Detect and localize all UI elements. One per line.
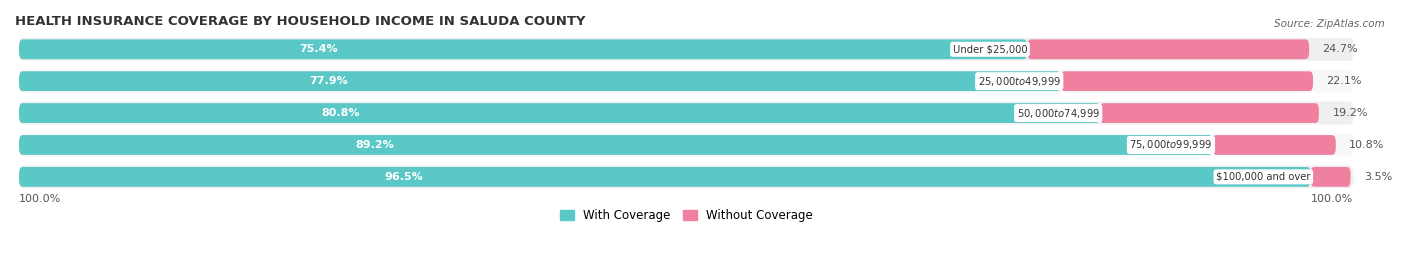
Text: Under $25,000: Under $25,000 [953, 44, 1028, 54]
FancyBboxPatch shape [20, 102, 1354, 125]
FancyBboxPatch shape [1099, 103, 1319, 123]
Text: 96.5%: 96.5% [384, 172, 423, 182]
FancyBboxPatch shape [20, 165, 1354, 188]
FancyBboxPatch shape [20, 135, 1212, 155]
FancyBboxPatch shape [20, 133, 1354, 157]
Text: 77.9%: 77.9% [309, 76, 349, 86]
Text: $100,000 and over: $100,000 and over [1216, 172, 1310, 182]
FancyBboxPatch shape [20, 71, 1062, 91]
Text: 22.1%: 22.1% [1326, 76, 1362, 86]
FancyBboxPatch shape [1028, 39, 1309, 59]
Text: 89.2%: 89.2% [354, 140, 394, 150]
Text: Source: ZipAtlas.com: Source: ZipAtlas.com [1274, 19, 1385, 29]
FancyBboxPatch shape [20, 70, 1354, 93]
Text: 10.8%: 10.8% [1350, 140, 1385, 150]
Text: 100.0%: 100.0% [1312, 194, 1354, 204]
Text: HEALTH INSURANCE COVERAGE BY HOUSEHOLD INCOME IN SALUDA COUNTY: HEALTH INSURANCE COVERAGE BY HOUSEHOLD I… [15, 15, 585, 28]
FancyBboxPatch shape [20, 38, 1354, 61]
Text: 80.8%: 80.8% [321, 108, 360, 118]
Text: 3.5%: 3.5% [1364, 172, 1392, 182]
Legend: With Coverage, Without Coverage: With Coverage, Without Coverage [560, 209, 813, 222]
FancyBboxPatch shape [1212, 135, 1336, 155]
Text: 24.7%: 24.7% [1323, 44, 1358, 54]
Text: $50,000 to $74,999: $50,000 to $74,999 [1017, 107, 1099, 120]
FancyBboxPatch shape [1062, 71, 1313, 91]
Text: 75.4%: 75.4% [299, 44, 337, 54]
Text: 100.0%: 100.0% [20, 194, 62, 204]
Text: 19.2%: 19.2% [1333, 108, 1368, 118]
FancyBboxPatch shape [20, 103, 1099, 123]
FancyBboxPatch shape [20, 167, 1310, 187]
Text: $25,000 to $49,999: $25,000 to $49,999 [977, 75, 1062, 88]
Text: $75,000 to $99,999: $75,000 to $99,999 [1129, 139, 1212, 151]
FancyBboxPatch shape [1310, 167, 1351, 187]
FancyBboxPatch shape [20, 39, 1028, 59]
